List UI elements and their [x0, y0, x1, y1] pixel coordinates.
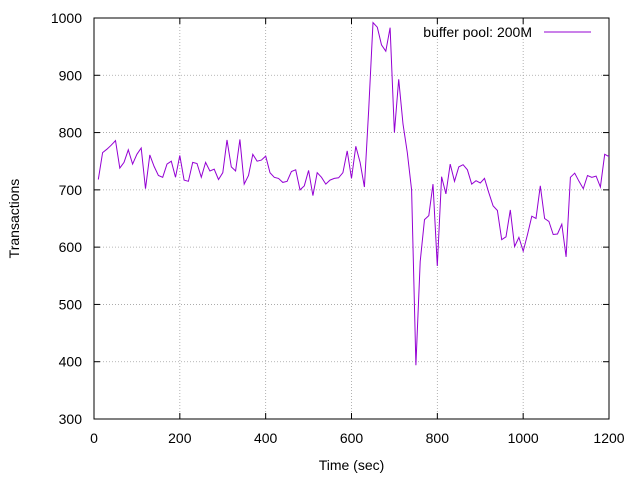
series-layer [97, 21, 610, 366]
y-tick-label: 600 [59, 239, 83, 255]
x-tick-label: 200 [168, 430, 192, 446]
y-tick-label: 900 [59, 67, 83, 83]
x-tick-label: 1200 [593, 430, 624, 446]
x-tick-label: 0 [90, 430, 98, 446]
y-tick-label: 500 [59, 296, 83, 312]
y-axis-label: Transactions [6, 179, 22, 259]
grid [94, 18, 609, 419]
legend: buffer pool: 200M [423, 24, 591, 40]
y-tick-label: 300 [59, 411, 83, 427]
y-tick-label: 1000 [51, 10, 82, 26]
x-tick-label: 800 [426, 430, 450, 446]
x-axis-label: Time (sec) [319, 457, 385, 473]
x-axis-tick-labels: 0 200 400 600 800 1000 1200 [90, 430, 625, 446]
x-tick-label: 600 [340, 430, 364, 446]
legend-entry-label: buffer pool: 200M [423, 24, 532, 40]
series-line [97, 21, 610, 366]
axis-ticks [93, 17, 610, 420]
y-tick-label: 400 [59, 354, 83, 370]
y-tick-label: 700 [59, 182, 83, 198]
y-axis-tick-labels: 300 400 500 600 700 800 900 1000 [51, 10, 82, 427]
x-tick-label: 1000 [508, 430, 539, 446]
y-tick-label: 800 [59, 125, 83, 141]
x-tick-label: 400 [254, 430, 278, 446]
